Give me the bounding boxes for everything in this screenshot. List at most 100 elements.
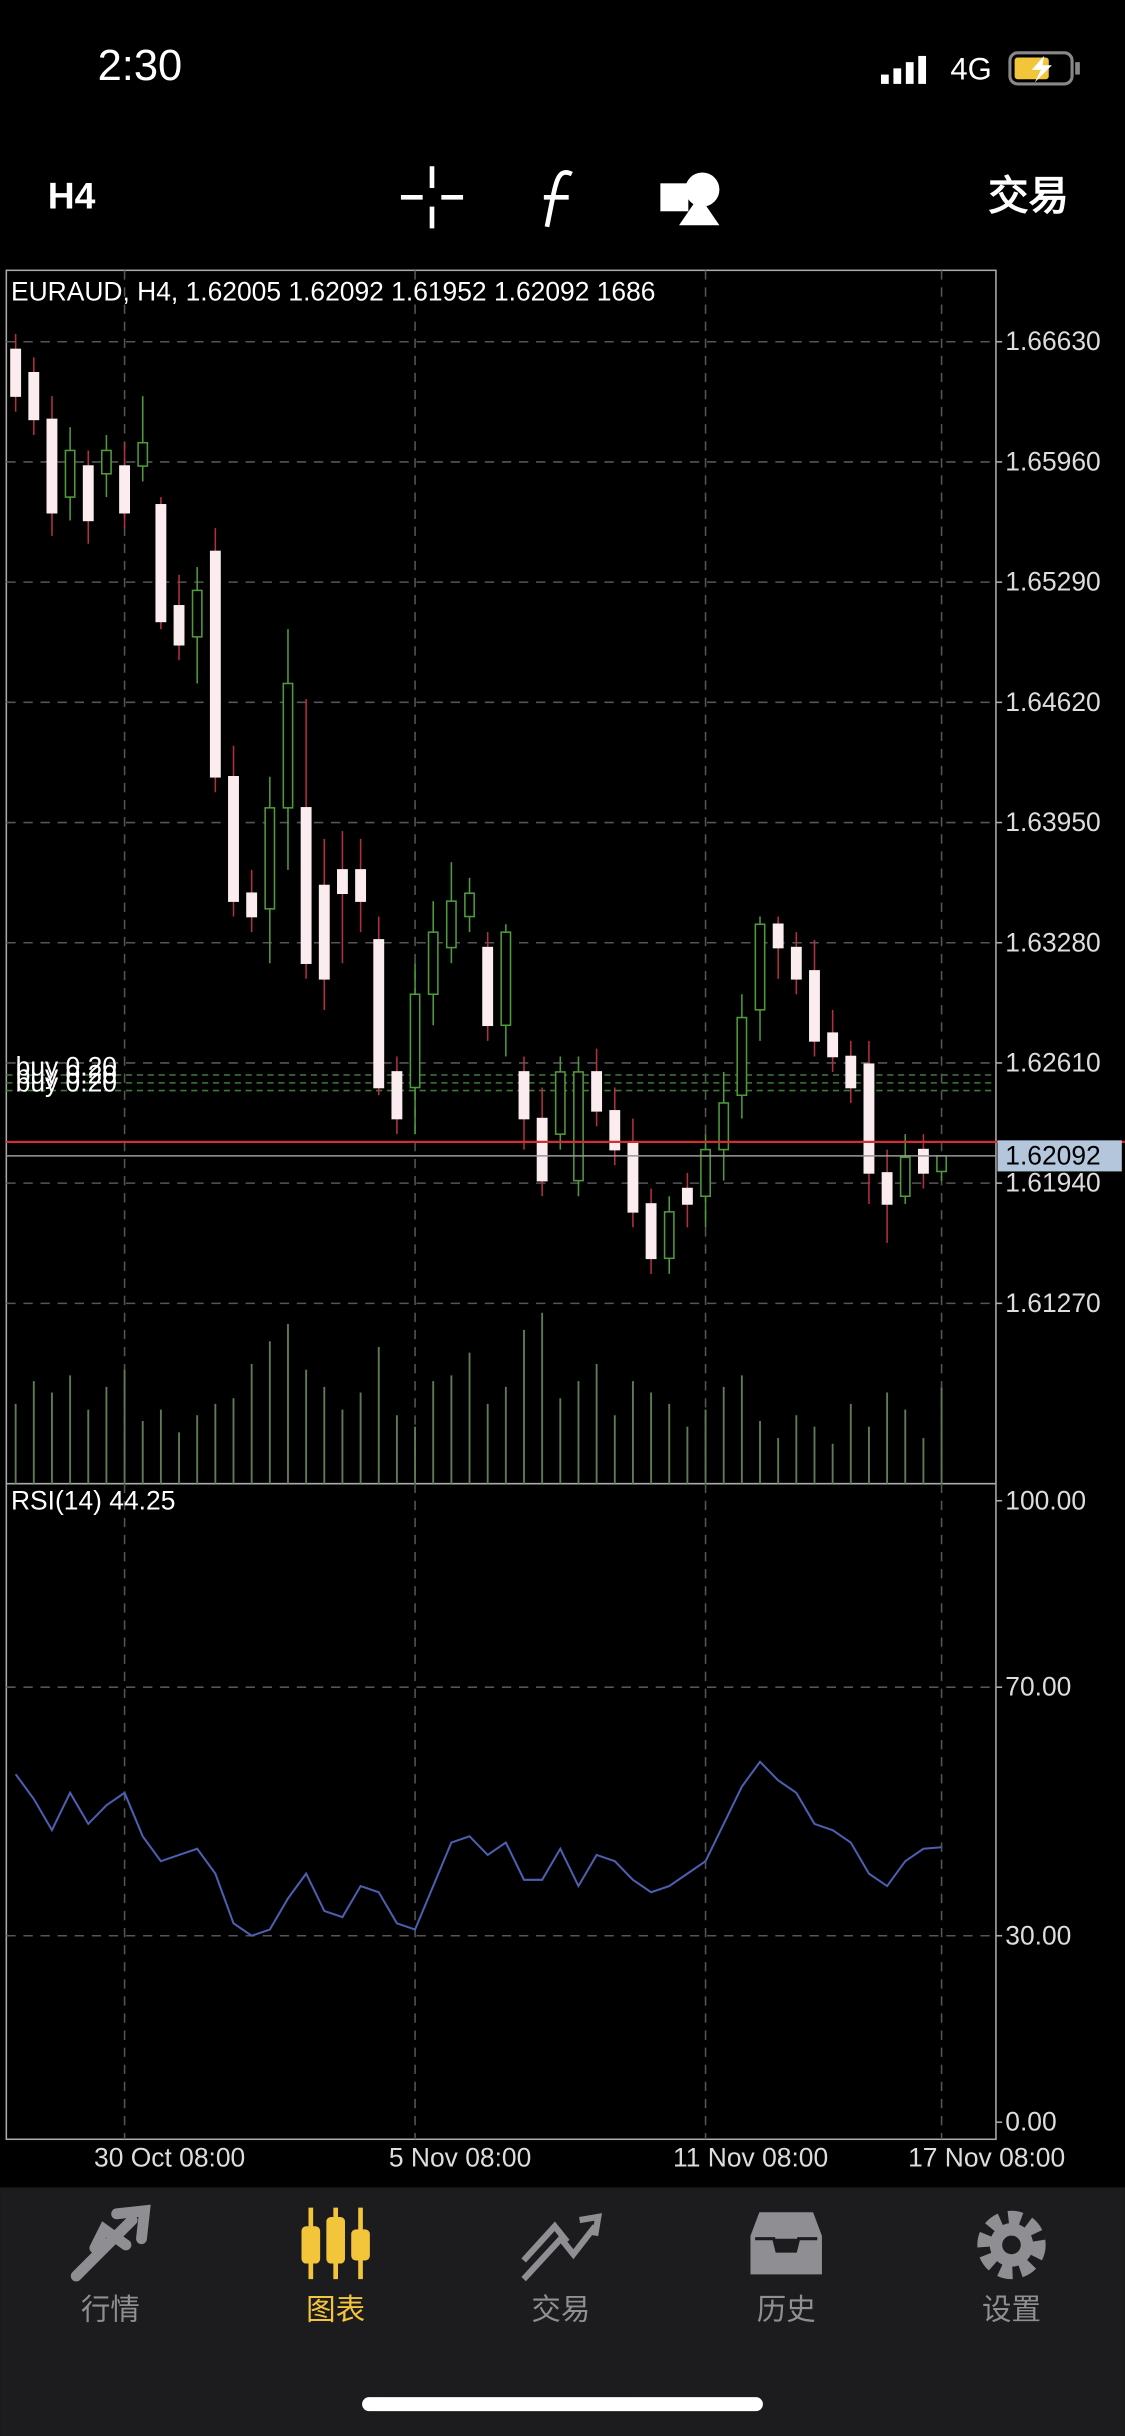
chart-info: EURAUD, H4, 1.62005 1.62092 1.61952 1.62… <box>11 277 656 307</box>
y-tick-label: 100.00 <box>1005 1485 1086 1515</box>
tab-icon <box>747 2209 826 2278</box>
trade-button[interactable]: 交易 <box>988 173 1069 219</box>
candle-body <box>772 923 784 949</box>
price-tag <box>997 1140 1122 1172</box>
y-tick-label: 0.00 <box>1005 2107 1056 2137</box>
order-label: buy 0.20 <box>16 1067 117 1097</box>
home-indicator <box>362 2397 763 2412</box>
signal-icon <box>880 55 927 84</box>
y-tick-label: 1.65290 <box>1005 567 1100 597</box>
candle-body <box>790 946 802 980</box>
y-tick-label: 1.65960 <box>1005 446 1100 476</box>
tabs: 行情 图表 交易 历史 设置 <box>70 2204 1046 2327</box>
candle-body <box>409 993 421 1089</box>
tab-label[interactable]: 设置 <box>982 2294 1041 2327</box>
candle-body <box>645 1203 657 1260</box>
candle-body <box>863 1063 875 1174</box>
x-tick-label: 17 Nov 08:00 <box>908 2142 1065 2172</box>
y-tick-label: 1.63950 <box>1005 807 1100 837</box>
candle-body <box>663 1211 675 1260</box>
candle-body <box>536 1117 548 1182</box>
candle-body <box>917 1148 929 1174</box>
candle-body <box>337 869 348 895</box>
candle-body <box>809 970 820 1042</box>
tab-button[interactable] <box>977 2210 1046 2280</box>
candle-body <box>681 1187 693 1205</box>
candle-body <box>228 776 239 902</box>
candle-body <box>10 348 22 397</box>
candle-body <box>554 1071 566 1135</box>
y-tick-label: 1.62610 <box>1005 1047 1100 1077</box>
tab-button[interactable] <box>301 2207 370 2280</box>
y-tick-label: 1.61940 <box>1005 1168 1100 1198</box>
candle-body <box>264 807 276 910</box>
indicator-title: RSI(14) 44.25 <box>11 1485 175 1515</box>
candle-body <box>318 884 330 980</box>
candle-body <box>28 371 40 421</box>
tab-button[interactable] <box>70 2204 151 2282</box>
y-tick-label: 1.63280 <box>1005 927 1100 957</box>
price-tag-label: 1.62092 <box>1005 1140 1100 1170</box>
tab-icon <box>977 2210 1046 2280</box>
tab-icon <box>301 2226 321 2264</box>
candle-body <box>482 946 494 1027</box>
candle-body <box>464 892 475 918</box>
tab-label[interactable]: 交易 <box>531 2294 590 2327</box>
tab-label[interactable]: 行情 <box>81 2294 140 2327</box>
objects-button[interactable] <box>660 172 720 226</box>
tab-icon <box>521 2213 603 2282</box>
candle-body <box>845 1055 857 1089</box>
candle-body <box>119 465 131 514</box>
crosshair-button[interactable] <box>400 166 464 229</box>
battery-icon <box>1008 51 1080 86</box>
y-tick-label: 1.66630 <box>1005 326 1100 356</box>
y-tick-label: 1.64620 <box>1005 687 1100 717</box>
candle-body <box>736 1016 748 1097</box>
candle-body <box>445 900 457 949</box>
candle-body <box>500 931 512 1027</box>
candle-body <box>46 418 58 514</box>
tab-label[interactable]: 历史 <box>757 2294 816 2327</box>
candle-body <box>209 550 221 778</box>
candle-body <box>282 682 294 809</box>
x-tick-label: 5 Nov 08:00 <box>389 2142 531 2172</box>
order-label: buy 0.20 <box>16 1052 117 1082</box>
candle-body <box>718 1102 730 1151</box>
candle-body <box>246 892 258 918</box>
candle-body <box>627 1141 639 1213</box>
candle-body <box>191 589 203 638</box>
tab-label[interactable]: 图表 <box>306 2294 365 2327</box>
candle-body <box>64 449 76 498</box>
chart-frame <box>5 269 997 2141</box>
status-time: 2:30 <box>98 42 183 90</box>
candle-body <box>899 1156 911 1198</box>
candle-body <box>155 504 167 623</box>
candle-body <box>391 1071 403 1120</box>
tab-button[interactable] <box>747 2209 826 2278</box>
y-tick-label: 30.00 <box>1005 1920 1071 1950</box>
tab-icon <box>351 2229 370 2261</box>
candle-body <box>827 1032 839 1058</box>
grid: 1.66630 1.65960 1.65290 1.64620 1.63950 1.632… <box>6 270 1101 2172</box>
candle-body <box>700 1148 711 1198</box>
candle-body <box>609 1110 621 1151</box>
tab-bar <box>0 2187 1125 2436</box>
candle-body <box>754 923 766 1011</box>
timeframe-button[interactable]: H4 <box>48 175 96 217</box>
indicators-button[interactable] <box>543 170 573 228</box>
x-tick-label: 11 Nov 08:00 <box>673 2142 828 2172</box>
rsi-line <box>14 1760 942 1937</box>
candle-body <box>573 1071 584 1182</box>
candle-body <box>881 1172 893 1205</box>
candle-body <box>518 1071 530 1120</box>
tab-button[interactable] <box>521 2213 603 2282</box>
candle-body <box>427 931 439 996</box>
candle-body <box>137 441 149 467</box>
candle-body <box>100 449 112 475</box>
candle-body <box>936 1155 948 1173</box>
candle-body <box>173 605 185 646</box>
